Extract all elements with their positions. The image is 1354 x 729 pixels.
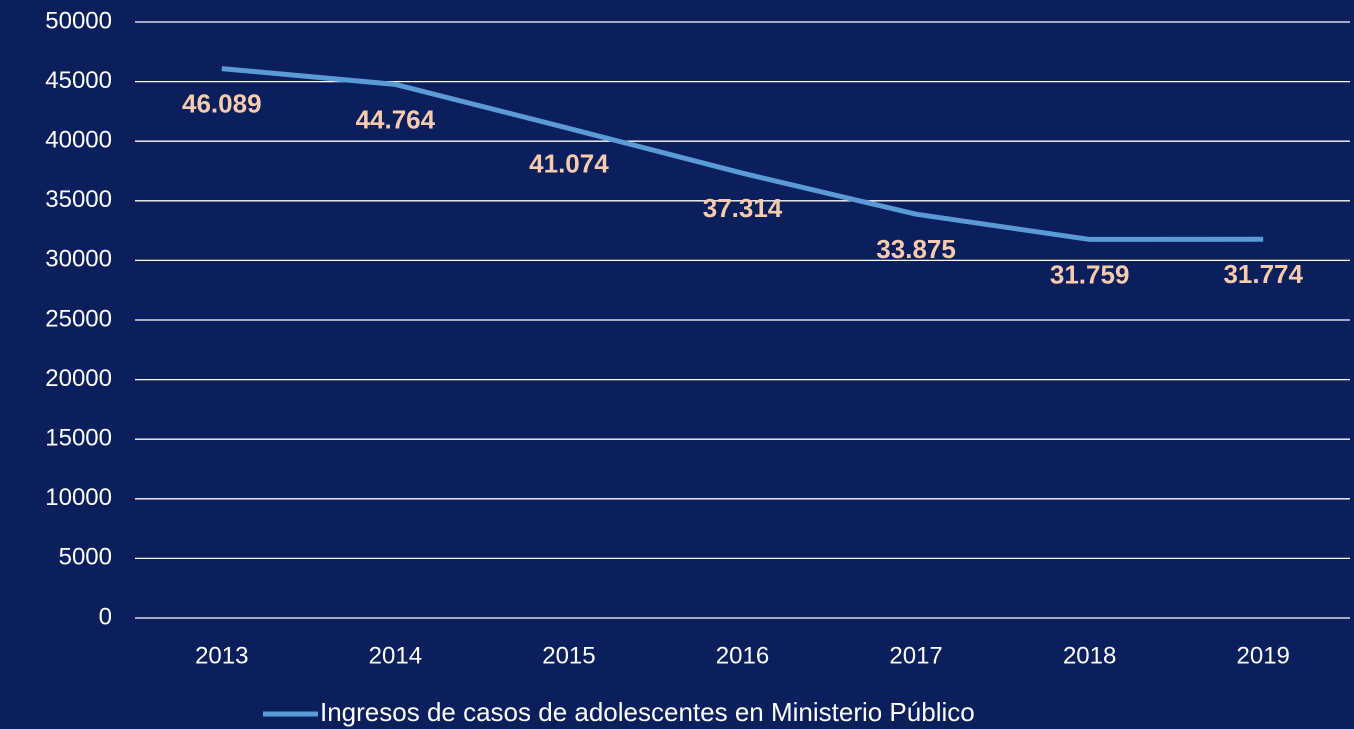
data-label: 31.774 bbox=[1223, 259, 1303, 289]
legend-label: Ingresos de casos de adolescentes en Min… bbox=[320, 697, 975, 727]
x-tick-label: 2017 bbox=[889, 642, 942, 669]
y-tick-label: 30000 bbox=[45, 246, 112, 273]
x-tick-label: 2019 bbox=[1237, 642, 1290, 669]
y-tick-label: 0 bbox=[99, 603, 112, 630]
data-label: 46.089 bbox=[182, 88, 262, 118]
y-tick-label: 35000 bbox=[45, 186, 112, 213]
y-tick-label: 40000 bbox=[45, 127, 112, 154]
x-tick-label: 2013 bbox=[195, 642, 248, 669]
y-tick-label: 20000 bbox=[45, 365, 112, 392]
data-label: 44.764 bbox=[356, 104, 436, 134]
y-tick-label: 15000 bbox=[45, 425, 112, 452]
y-tick-label: 25000 bbox=[45, 305, 112, 332]
y-tick-label: 5000 bbox=[59, 544, 112, 571]
x-tick-label: 2014 bbox=[369, 642, 422, 669]
data-label: 37.314 bbox=[703, 193, 783, 223]
data-label: 31.759 bbox=[1050, 259, 1130, 289]
y-tick-label: 10000 bbox=[45, 484, 112, 511]
y-tick-label: 50000 bbox=[45, 7, 112, 34]
x-tick-label: 2018 bbox=[1063, 642, 1116, 669]
data-label: 33.875 bbox=[876, 234, 956, 264]
x-tick-label: 2015 bbox=[542, 642, 595, 669]
data-line bbox=[221, 66, 1264, 242]
data-label: 41.074 bbox=[529, 148, 609, 178]
x-tick-label: 2016 bbox=[716, 642, 769, 669]
y-tick-label: 45000 bbox=[45, 67, 112, 94]
